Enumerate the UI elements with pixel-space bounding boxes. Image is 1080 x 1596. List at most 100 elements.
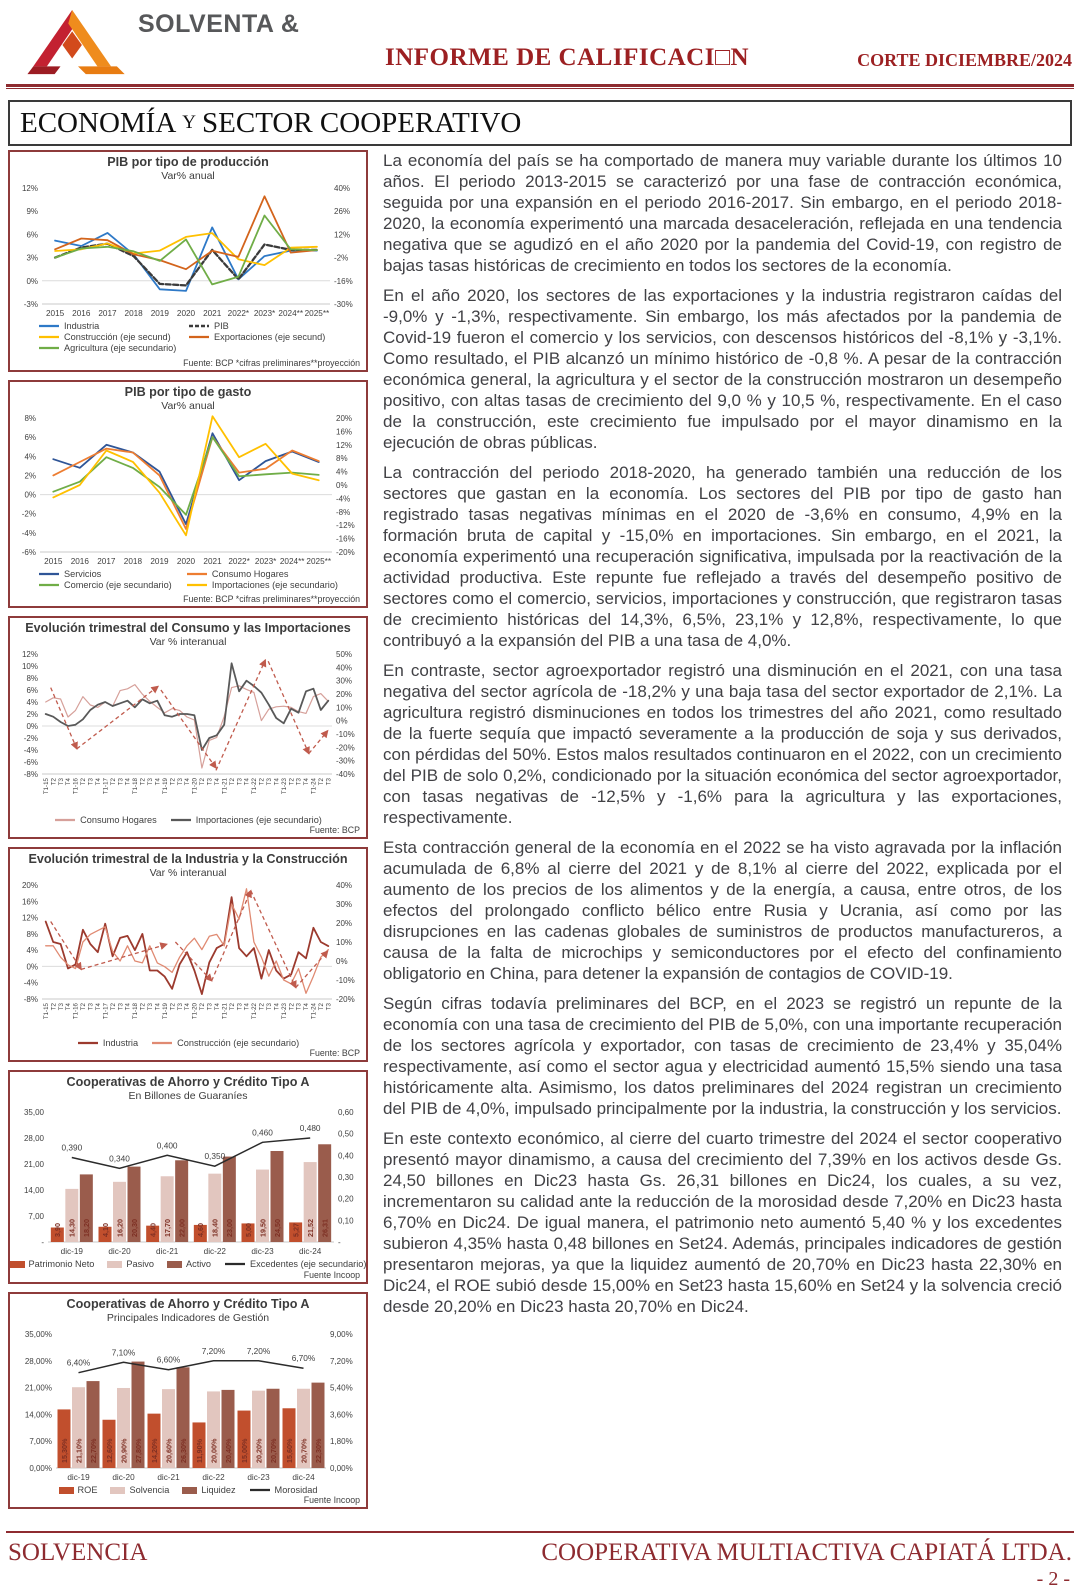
svg-text:5,40%: 5,40% (330, 1384, 353, 1393)
svg-text:T3: T3 (147, 1002, 154, 1010)
svg-text:T1-20: T1-20 (192, 777, 199, 794)
svg-text:7,20%: 7,20% (202, 1346, 226, 1356)
svg-text:12%: 12% (22, 650, 38, 659)
svg-text:-20%: -20% (336, 548, 355, 557)
svg-text:T3: T3 (266, 777, 273, 785)
bar (303, 1162, 317, 1242)
legend-swatch (10, 1260, 25, 1268)
legend-swatch (186, 572, 207, 576)
bar (131, 1361, 145, 1468)
svg-text:T1-21: T1-21 (221, 777, 228, 794)
svg-text:12%: 12% (22, 184, 38, 193)
trend-arrow (160, 689, 217, 770)
body-paragraph: En contraste, sector agroexportador regi… (383, 661, 1062, 827)
svg-text:T2: T2 (50, 1002, 57, 1010)
svg-text:20,40%: 20,40% (224, 1438, 233, 1463)
svg-text:22,00: 22,00 (177, 1219, 186, 1237)
svg-text:6%: 6% (24, 433, 36, 442)
svg-text:4,10: 4,10 (101, 1223, 110, 1237)
bar (57, 1409, 71, 1468)
svg-text:2019: 2019 (151, 309, 170, 318)
chart-subtitle: Var% anual (161, 400, 215, 412)
svg-text:50%: 50% (336, 650, 352, 659)
svg-text:2022*: 2022* (228, 309, 250, 318)
svg-text:0%: 0% (26, 722, 38, 731)
svg-text:0,30: 0,30 (338, 1173, 354, 1182)
legend-label: Exportaciones (eje secund) (214, 332, 326, 342)
legend-item: Construcción (eje secund) (38, 332, 188, 342)
svg-text:T1-16: T1-16 (73, 777, 80, 794)
svg-text:16,20: 16,20 (115, 1219, 124, 1237)
svg-text:-2%: -2% (334, 254, 348, 263)
svg-text:2025**: 2025** (306, 557, 331, 566)
svg-text:2016: 2016 (71, 557, 90, 566)
svg-text:7,00%: 7,00% (29, 1437, 52, 1446)
svg-text:0,390: 0,390 (61, 1143, 82, 1153)
bar (256, 1169, 269, 1242)
svg-text:8%: 8% (24, 414, 36, 423)
bar (241, 1223, 255, 1242)
chart-plot: 35,00 28,00 21,00 14,00 7,00 - 0,60 0,50 0,40 0,3… (24, 1108, 354, 1256)
svg-text:0,10: 0,10 (338, 1216, 354, 1225)
svg-text:2017: 2017 (98, 309, 117, 318)
svg-text:T3: T3 (266, 1002, 273, 1010)
report-title: INFORME DE CALIFICACI□N (385, 44, 750, 71)
svg-text:T3: T3 (117, 1002, 124, 1010)
legend-label: Patrimonio Neto (28, 1259, 95, 1269)
svg-text:0,400: 0,400 (157, 1140, 178, 1150)
body-text-column: La economía del país se ha comportado de… (383, 150, 1062, 1326)
svg-text:T4: T4 (244, 777, 251, 785)
footer-divider (6, 1531, 1074, 1533)
svg-text:dic-23: dic-23 (247, 1473, 270, 1482)
trend-arrow (211, 889, 252, 982)
svg-text:0,50: 0,50 (338, 1130, 354, 1139)
bar (50, 1227, 64, 1242)
svg-text:-2%: -2% (24, 734, 38, 743)
legend-swatch (39, 583, 59, 587)
svg-text:21,52: 21,52 (306, 1219, 315, 1237)
svg-text:5,00: 5,00 (244, 1223, 253, 1237)
chart-source: Fuente: BCP *cifras preliminares**proyec… (183, 358, 360, 368)
trend-arrow (174, 941, 213, 982)
chart-consumo-importaciones: Evolución trimestral del Consumo y las I… (8, 616, 368, 839)
svg-text:4,60: 4,60 (196, 1223, 205, 1237)
svg-text:-4%: -4% (336, 494, 350, 503)
svg-text:T1-15: T1-15 (43, 1002, 50, 1019)
page-number: - 2 - (1036, 1568, 1070, 1590)
svg-text:-10%: -10% (336, 976, 355, 985)
legend-item: Importaciones (eje secundario) (170, 815, 322, 825)
svg-text:21,00: 21,00 (24, 1160, 45, 1169)
svg-text:T3: T3 (177, 777, 184, 785)
svg-text:2020: 2020 (177, 309, 196, 318)
svg-text:-40%: -40% (336, 770, 355, 779)
svg-text:-4%: -4% (24, 979, 38, 988)
legend-label: Importaciones (eje secundario) (195, 815, 322, 825)
bar (176, 1367, 190, 1468)
svg-text:0%: 0% (336, 957, 348, 966)
svg-text:4%: 4% (26, 698, 38, 707)
bar (86, 1381, 100, 1468)
svg-text:15,30%: 15,30% (60, 1438, 69, 1463)
svg-text:8%: 8% (26, 930, 38, 939)
series-line (44, 662, 330, 751)
svg-text:T4: T4 (95, 777, 102, 785)
bar (222, 1156, 236, 1242)
legend-swatch (152, 1041, 173, 1045)
legend-item: Patrimonio Neto (10, 1259, 95, 1269)
bar (252, 1390, 265, 1468)
svg-text:T4: T4 (65, 777, 72, 785)
svg-text:20,20%: 20,20% (254, 1438, 263, 1463)
body-paragraph: En el año 2020, los sectores de las expo… (383, 286, 1062, 452)
chart-legend: Consumo Hogares Importaciones (eje secund… (10, 815, 366, 825)
svg-text:-4%: -4% (24, 746, 38, 755)
legend-item: Activo (166, 1259, 211, 1269)
svg-text:T3: T3 (325, 1002, 332, 1010)
legend-item: Comercio (eje secundario) (38, 580, 186, 590)
chart-coop-billones: Cooperativas de Ahorro y Crédito Tipo A … (8, 1070, 368, 1284)
svg-text:4%: 4% (336, 468, 348, 477)
series-line (52, 432, 320, 526)
svg-text:1,80%: 1,80% (330, 1437, 353, 1446)
svg-text:0,340: 0,340 (109, 1153, 130, 1163)
svg-text:T2: T2 (110, 1002, 117, 1010)
bar (175, 1160, 189, 1242)
